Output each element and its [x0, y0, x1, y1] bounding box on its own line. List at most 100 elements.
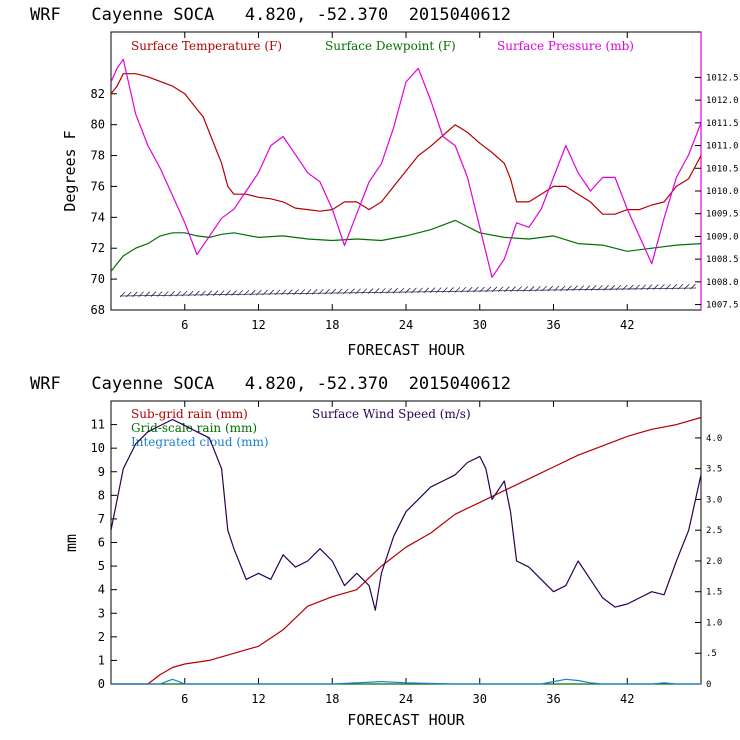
y-tick-label: 68	[91, 303, 105, 317]
x-tick-label: 36	[546, 692, 560, 706]
y2-tick-label: 1008.5	[706, 255, 739, 265]
legend-gridscale-rain: Grid-scale rain (mm)	[131, 421, 257, 435]
wind-barb	[318, 288, 324, 295]
wind-barb	[566, 285, 572, 292]
wind-barb	[330, 288, 337, 295]
wind-barb	[590, 285, 597, 291]
wind-barb	[510, 286, 516, 292]
y2-tick-label: 1.5	[706, 588, 722, 598]
wind-barb	[256, 289, 262, 296]
wind-barb	[231, 290, 237, 296]
y2-tick-label: 1010.5	[706, 164, 739, 174]
y-axis-label-bottom: mm	[62, 534, 80, 552]
sub-grid-rain-line	[111, 416, 702, 685]
wind-barb	[578, 285, 585, 291]
chart-title-top: WRF Cayenne SOCA 4.820, -52.370 20150406…	[30, 5, 511, 25]
wind-barb	[163, 291, 169, 297]
wind-barb	[466, 286, 473, 293]
wind-barb	[355, 288, 361, 295]
wind-barbs	[119, 283, 697, 298]
wind-barb	[535, 285, 541, 292]
wind-barb	[287, 289, 293, 295]
y-tick-label: 2	[98, 630, 105, 644]
wind-barb	[690, 283, 696, 290]
wind-barb	[386, 288, 392, 294]
wind-barb	[442, 287, 448, 293]
y2-tick-label: 1012.0	[706, 96, 739, 106]
x-tick-label: 42	[620, 692, 634, 706]
wind-barb	[497, 286, 504, 293]
wind-barb	[411, 287, 417, 294]
legend-surface-dewpoint: Surface Dewpoint (F)	[325, 39, 456, 53]
wind-barb	[677, 283, 684, 290]
wind-barb-baseline	[119, 287, 697, 297]
y-tick-label: 4	[98, 583, 105, 597]
y2-tick-label: 1009.5	[706, 210, 739, 220]
wind-barb	[181, 290, 188, 297]
wind-barb	[218, 290, 225, 296]
x-tick-label: 18	[325, 692, 339, 706]
x-tick-label: 30	[473, 692, 487, 706]
surface-temperature-line	[110, 73, 702, 215]
y2-tick-label: 1.0	[706, 618, 722, 628]
wind-barb	[553, 285, 560, 292]
y-tick-label: 10	[91, 441, 105, 455]
y2-tick-label: 1007.5	[706, 301, 739, 311]
wind-barb	[175, 290, 182, 297]
wind-barb	[299, 289, 306, 295]
wind-barb	[373, 288, 380, 294]
wind-barb	[138, 291, 144, 298]
wind-barb	[349, 288, 355, 295]
wind-barb	[541, 285, 547, 292]
precipitation-chart: WRF Cayenne SOCA 4.820, -52.370 20150406…	[30, 374, 722, 729]
wind-barb	[473, 286, 479, 293]
wind-barb	[262, 289, 268, 296]
y-tick-label: 5	[98, 559, 105, 573]
wind-barb	[485, 286, 492, 293]
y-axis-label-top: Degrees F	[61, 130, 79, 211]
wind-barb	[646, 284, 653, 290]
wind-barb	[522, 286, 529, 292]
wind-barb	[144, 291, 151, 297]
wind-barb	[156, 291, 163, 297]
x-tick-label: 12	[251, 692, 265, 706]
wind-barb	[361, 288, 368, 294]
y-tick-label: 0	[98, 677, 105, 691]
wind-barb	[268, 289, 275, 296]
wind-barb	[603, 285, 609, 291]
wind-barb	[479, 286, 485, 293]
wind-barb	[504, 286, 510, 292]
wind-barb	[460, 286, 467, 293]
wind-barb	[150, 291, 157, 297]
x-tick-label: 12	[251, 318, 265, 332]
wind-barb	[280, 289, 287, 296]
wind-barb	[665, 284, 671, 290]
wind-barb	[634, 284, 640, 291]
x-tick-label: 30	[473, 318, 487, 332]
x-tick-label: 18	[325, 318, 339, 332]
wind-barb	[448, 287, 454, 293]
legend-surface-pressure: Surface Pressure (mb)	[497, 39, 634, 53]
x-tick-label: 6	[181, 318, 188, 332]
wind-barb	[659, 284, 665, 290]
wind-barb	[454, 287, 461, 293]
wind-barb	[572, 285, 578, 291]
wind-barb	[621, 284, 628, 291]
wind-barb	[609, 284, 616, 291]
wind-barb	[597, 285, 603, 291]
wind-barb	[392, 287, 399, 294]
wind-barb	[212, 290, 219, 296]
wind-barb	[243, 289, 250, 296]
wind-barb	[367, 288, 374, 294]
wind-barb	[380, 288, 386, 294]
y-tick-label: 80	[91, 118, 105, 132]
wind-barb	[342, 288, 349, 295]
y2-tick-label: 2.5	[706, 526, 722, 536]
y2-tick-label: 1012.5	[706, 73, 739, 83]
wind-barb	[324, 288, 330, 295]
wind-barb	[274, 289, 281, 296]
x-tick-label: 24	[399, 692, 413, 706]
wind-barb	[119, 291, 126, 298]
legend-surface-temperature: Surface Temperature (F)	[131, 39, 282, 53]
wind-barb	[200, 290, 206, 297]
